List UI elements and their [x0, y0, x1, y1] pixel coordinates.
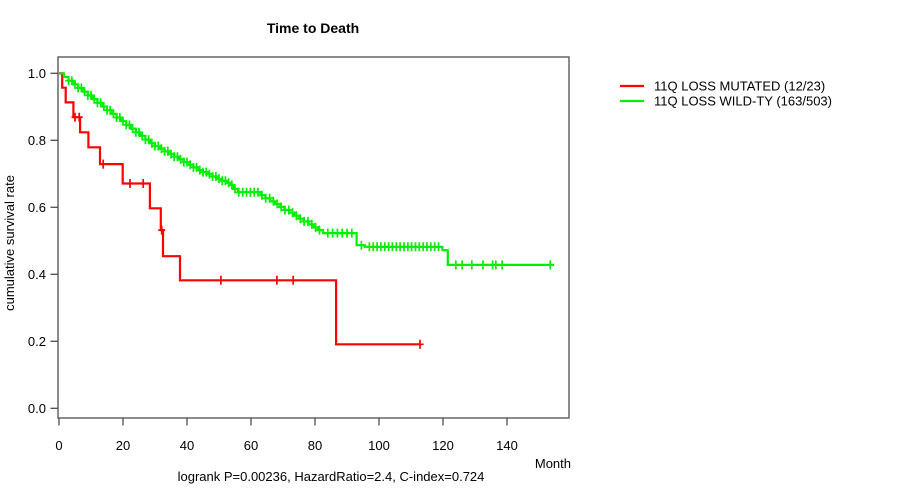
survival-curve-1 [59, 72, 554, 266]
censor-marks-0 [71, 112, 424, 349]
chart-title: Time to Death [267, 20, 359, 36]
legend-label-mutated: 11Q LOSS MUTATED (12/23) [654, 79, 825, 94]
plot-area: 0 20 40 60 80 100 120 140 1.0 0.8 0.6 0.4 0.2 0.0 [28, 56, 570, 453]
x-tick-label: 140 [496, 438, 518, 453]
legend-label-wildtype: 11Q LOSS WILD-TY (163/503) [654, 94, 832, 109]
x-tick-label: 80 [308, 438, 322, 453]
x-tick-label: 60 [244, 438, 258, 453]
y-tick-label: 0.0 [28, 401, 46, 416]
y-tick-label: 0.2 [28, 334, 46, 349]
y-axis-title: cumulative survival rate [2, 175, 17, 311]
y-tick-label: 0.6 [28, 200, 46, 215]
survival-curve-0 [59, 72, 420, 346]
stats-annotation: logrank P=0.00236, HazardRatio=2.4, C-in… [178, 469, 485, 484]
x-tick-label: 20 [116, 438, 130, 453]
x-tick-label: 120 [432, 438, 454, 453]
x-tick-label: 40 [180, 438, 194, 453]
y-tick-label: 0.8 [28, 133, 46, 148]
legend: 11Q LOSS MUTATED (12/23) 11Q LOSS WILD-T… [620, 79, 832, 109]
y-tick-label: 1.0 [28, 66, 46, 81]
censor-marks-1 [65, 76, 554, 270]
y-tick-label: 0.4 [28, 267, 46, 282]
x-axis-title: Month [535, 456, 571, 471]
x-tick-label: 100 [368, 438, 390, 453]
x-tick-label: 0 [55, 438, 62, 453]
plot-frame [57, 56, 570, 419]
